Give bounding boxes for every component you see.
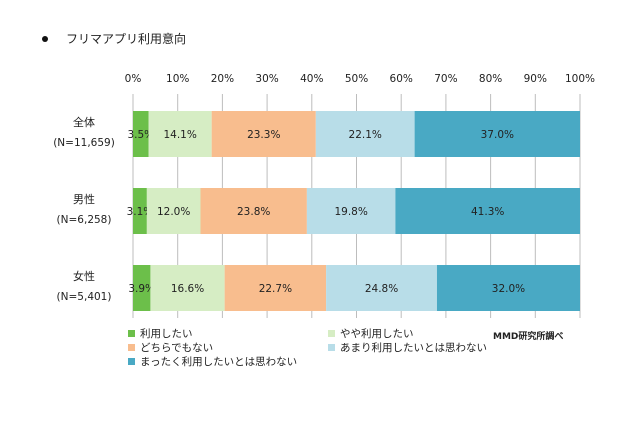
x-tick-label: 70% bbox=[434, 73, 457, 85]
bar-segment bbox=[315, 111, 415, 157]
bar-segment bbox=[414, 111, 580, 157]
bar-segment bbox=[224, 265, 327, 311]
bar-segment bbox=[436, 265, 580, 311]
data-label: 22.7% bbox=[259, 283, 292, 295]
data-label: 16.6% bbox=[171, 283, 204, 295]
data-label: 12.0% bbox=[157, 206, 190, 218]
data-label: 37.0% bbox=[481, 129, 514, 141]
data-label: 19.8% bbox=[334, 206, 367, 218]
data-label: 3.5% bbox=[127, 129, 154, 141]
bar-segment bbox=[146, 188, 201, 234]
x-tick-label: 80% bbox=[479, 73, 502, 85]
bar-segment bbox=[150, 265, 225, 311]
category-labels: 全体 (N=11,659) 男性 (N=6,258) 女性 (N=5,401) bbox=[53, 115, 115, 303]
legend-item: どちらでもない bbox=[128, 340, 213, 355]
x-tick-label: 60% bbox=[390, 73, 413, 85]
legend-label: あまり利用したいとは思わない bbox=[340, 342, 487, 354]
category-sublabel: (N=11,659) bbox=[53, 137, 115, 149]
legend-label: どちらでもない bbox=[140, 342, 214, 354]
legend-swatch-icon bbox=[128, 358, 135, 365]
bars: 3.5% 14.1% 23.3% 22.1% 37.0% 3.1% 12.0% 23.8% 19… bbox=[127, 111, 580, 311]
data-label: 23.3% bbox=[247, 129, 280, 141]
bar-segment bbox=[133, 265, 151, 311]
legend-swatch-icon bbox=[328, 344, 335, 351]
data-label: 3.9% bbox=[128, 283, 155, 295]
legend-swatch-icon bbox=[128, 330, 135, 337]
legend-item: やや利用したい bbox=[328, 326, 414, 341]
bar-segment bbox=[306, 188, 396, 234]
bar-segment bbox=[395, 188, 580, 234]
data-label: 3.1% bbox=[127, 206, 154, 218]
x-tick-label: 20% bbox=[211, 73, 234, 85]
chart-title-row: フリマアプリ利用意向 bbox=[42, 30, 186, 47]
data-label: 32.0% bbox=[492, 283, 525, 295]
data-label: 22.1% bbox=[349, 129, 382, 141]
bullet-icon bbox=[42, 35, 48, 42]
bar-segment bbox=[211, 111, 316, 157]
legend-item: あまり利用したいとは思わない bbox=[328, 340, 487, 355]
x-tick-label: 10% bbox=[166, 73, 189, 85]
legend-label: 利用したい bbox=[140, 328, 193, 340]
x-tick-label: 50% bbox=[345, 73, 368, 85]
x-tick-label: 90% bbox=[524, 73, 547, 85]
x-tick-label: 100% bbox=[565, 73, 595, 85]
chart-title: フリマアプリ利用意向 bbox=[66, 32, 187, 46]
bar-segment bbox=[133, 188, 147, 234]
x-tick-label: 0% bbox=[125, 73, 142, 85]
bar-segment bbox=[133, 111, 149, 157]
legend: 利用したい やや利用したいどちらでもない あまり利用したいとは思わないまったく利用し… bbox=[128, 326, 598, 374]
x-tick-label: 40% bbox=[300, 73, 323, 85]
legend-swatch-icon bbox=[128, 344, 135, 351]
legend-label: やや利用したい bbox=[340, 328, 414, 340]
legend-item: まったく利用したいとは思わない bbox=[128, 354, 297, 369]
bar-segment bbox=[148, 111, 212, 157]
legend-swatch-icon bbox=[328, 330, 335, 337]
category-label: 男性 bbox=[73, 192, 95, 206]
data-label: 14.1% bbox=[163, 129, 196, 141]
category-sublabel: (N=5,401) bbox=[57, 291, 112, 303]
bar-segment bbox=[200, 188, 307, 234]
legend-item: 利用したい bbox=[128, 326, 193, 341]
data-label: 23.8% bbox=[237, 206, 270, 218]
bar-segment bbox=[326, 265, 437, 311]
legend-label: まったく利用したいとは思わない bbox=[140, 356, 298, 368]
category-sublabel: (N=6,258) bbox=[57, 214, 112, 226]
data-label: 41.3% bbox=[471, 206, 504, 218]
x-tick-labels: 0% 10% 20% 30% 40% 50% 60% 70% 80% 90% 100% bbox=[125, 73, 595, 85]
category-label: 全体 bbox=[73, 115, 95, 129]
category-label: 女性 bbox=[73, 269, 95, 283]
x-tick-label: 30% bbox=[255, 73, 278, 85]
source-credit: MMD研究所調べ bbox=[493, 332, 564, 342]
data-label: 24.8% bbox=[365, 283, 398, 295]
